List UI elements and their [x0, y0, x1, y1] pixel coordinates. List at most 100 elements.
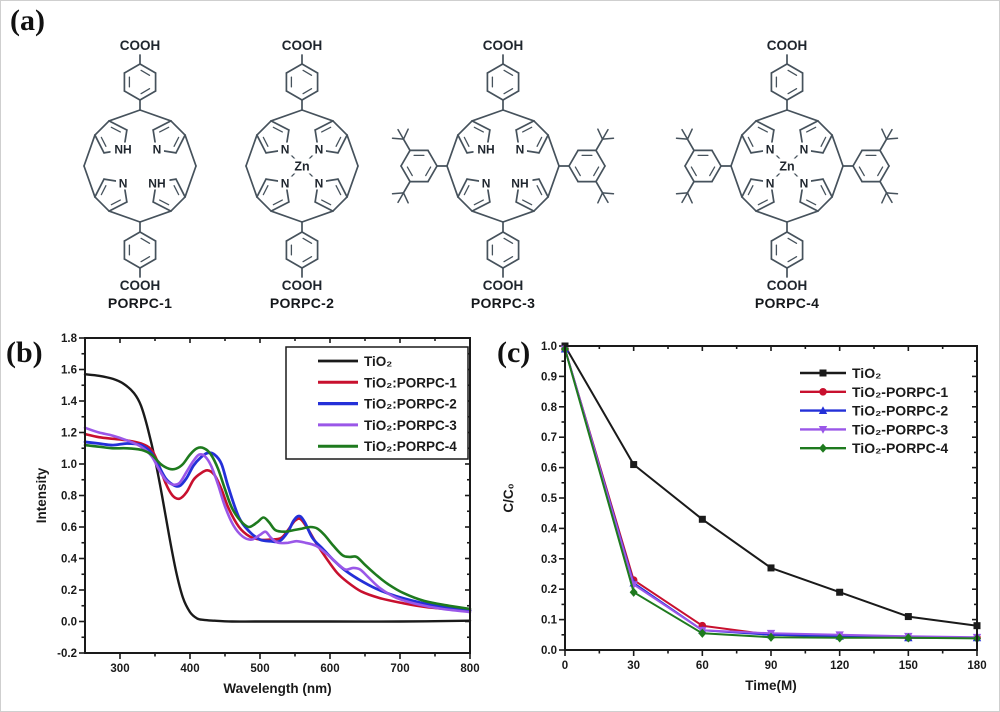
x-tick-label: 300 — [110, 663, 129, 675]
legend-label: TiO₂ — [364, 354, 392, 369]
structure-drawing: NH N NH N COOH COOH — [83, 38, 197, 293]
x-tick-label: 0 — [562, 660, 568, 672]
core-nitrogen-label: NH — [511, 176, 528, 190]
y-tick-label: 0.1 — [541, 615, 558, 627]
y-tick-label: 0.6 — [61, 522, 77, 534]
structure-porpc-2: N N N N Zn COOH COOH — [245, 38, 359, 293]
core-nitrogen-label: N — [766, 176, 775, 190]
y-tick-label: 0.7 — [541, 432, 557, 444]
top-cooh-label: COOH — [483, 38, 524, 53]
plot-frame — [84, 337, 471, 654]
core-nitrogen-label: N — [315, 143, 324, 157]
y-tick-label: 0.4 — [61, 554, 78, 566]
core-nitrogen-label: N — [119, 176, 128, 190]
legend-label: TiO₂ — [852, 365, 881, 381]
core-nitrogen-label: N — [482, 176, 491, 190]
uv-vis-spectra-chart: 300 400 500 600 700 800 -0.2 0.0 0.2 0.4 0.6 0.8 1.0… — [34, 333, 480, 696]
x-tick-label: 60 — [696, 660, 709, 672]
core-nitrogen-label: N — [766, 143, 775, 157]
core-nitrogen-label: N — [281, 176, 290, 190]
core-nitrogen-label: NH — [114, 143, 131, 157]
structure-porpc-1: NH N NH N COOH COOH — [83, 38, 197, 293]
top-cooh-label: COOH — [282, 38, 323, 53]
legend-entry: TiO₂-PORPC-3 — [800, 421, 948, 437]
legend-label: TiO₂-PORPC-2 — [852, 403, 948, 419]
legend-label: TiO₂:PORPC-3 — [364, 418, 457, 433]
y-tick-label: 1.0 — [61, 459, 77, 471]
core-nitrogen-label: N — [516, 143, 525, 157]
structure-drawing: N N N N Zn COOH COOH — [245, 38, 359, 293]
legend-entry: TiO₂:PORPC-4 — [318, 439, 457, 454]
structure-name-porpc-1: PORPC-1 — [107, 295, 173, 311]
bottom-cooh-label: COOH — [282, 278, 323, 293]
y-tick-label: 0.9 — [541, 371, 557, 383]
y-axis-title: Intensity — [34, 467, 49, 523]
axes: 0 30 60 90 120 150 180 0.0 0.1 0.2 0.3 0.4 0.5 0.6 0.7… — [501, 341, 987, 693]
x-tick-label: 90 — [765, 660, 778, 672]
degradation-kinetics-chart: 0 30 60 90 120 150 180 0.0 0.1 0.2 0.3 0.4 0.5 0.6 0.7… — [501, 341, 987, 693]
y-tick-label: 0.2 — [541, 584, 557, 596]
legend-entry: TiO₂:PORPC-3 — [318, 418, 457, 433]
legend-label: TiO₂:PORPC-4 — [364, 439, 457, 454]
legend-entry: TiO₂-PORPC-1 — [800, 384, 948, 400]
core-nitrogen-label: N — [800, 143, 809, 157]
plot-frame — [564, 345, 978, 651]
structure-name-porpc-3: PORPC-3 — [470, 295, 536, 311]
y-tick-label: 0.4 — [541, 523, 558, 535]
structure-porpc-4: N N N N Zn COOH COOH — [675, 38, 899, 293]
core-nitrogen-label: N — [315, 176, 324, 190]
structure-name-porpc-2: PORPC-2 — [269, 295, 335, 311]
x-axis-title: Wavelength (nm) — [223, 681, 331, 696]
legend-label: TiO₂:PORPC-2 — [364, 397, 457, 412]
series-TiO₂:PORPC-2 — [83, 440, 472, 612]
y-tick-label: 0.2 — [61, 585, 77, 597]
axes: 300 400 500 600 700 800 -0.2 0.0 0.2 0.4 0.6 0.8 1.0… — [34, 333, 480, 696]
legend-entry: TiO₂:PORPC-1 — [318, 375, 457, 390]
structure-drawing: NH N NH N COOH COOH — [391, 38, 615, 293]
y-tick-label: 1.4 — [61, 396, 78, 408]
x-tick-label: 600 — [320, 663, 339, 675]
series-TiO₂:PORPC-3 — [83, 426, 472, 614]
bottom-cooh-label: COOH — [767, 278, 808, 293]
metal-center-label: Zn — [779, 160, 794, 174]
bottom-cooh-label: COOH — [120, 278, 161, 293]
legend-entry: TiO₂-PORPC-4 — [800, 440, 948, 456]
series-TiO₂:PORPC-1 — [83, 432, 472, 612]
y-tick-label: 0.0 — [61, 617, 77, 629]
x-tick-label: 120 — [830, 660, 849, 672]
core-nitrogen-label: N — [281, 143, 290, 157]
legend-entry: TiO₂ — [800, 365, 881, 381]
structure-drawing: N N N N Zn COOH COOH — [675, 38, 899, 293]
core-nitrogen-label: N — [800, 176, 809, 190]
y-tick-label: 0.6 — [541, 463, 557, 475]
y-tick-label: 1.2 — [61, 428, 77, 440]
core-nitrogen-label: NH — [148, 176, 165, 190]
legend-label: TiO₂:PORPC-1 — [364, 375, 457, 390]
x-tick-label: 150 — [899, 660, 918, 672]
x-tick-label: 180 — [967, 660, 986, 672]
y-tick-label: -0.2 — [57, 648, 77, 660]
y-tick-label: 0.5 — [541, 493, 558, 505]
legend: TiO₂ TiO₂-PORPC-1 TiO₂-PORPC-2 TiO₂-PORPC-3… — [800, 365, 948, 456]
top-cooh-label: COOH — [120, 38, 161, 53]
legend-label: TiO₂-PORPC-3 — [852, 421, 948, 437]
y-tick-label: 1.6 — [61, 365, 77, 377]
x-tick-label: 800 — [460, 663, 479, 675]
y-tick-label: 1.8 — [61, 333, 78, 345]
x-tick-label: 30 — [627, 660, 640, 672]
y-tick-label: 0.8 — [541, 402, 558, 414]
y-tick-label: 0.3 — [541, 554, 557, 566]
legend-entry: TiO₂:PORPC-2 — [318, 397, 457, 412]
core-nitrogen-label: NH — [477, 143, 494, 157]
top-cooh-label: COOH — [767, 38, 808, 53]
y-axis-title: C/C₀ — [501, 483, 516, 512]
core-nitrogen-label: N — [153, 143, 162, 157]
panel-c-label: (c) — [497, 336, 531, 369]
structure-porpc-3: NH N NH N COOH COOH — [391, 38, 615, 293]
series-TiO₂ — [83, 373, 472, 623]
x-axis-title: Time(M) — [745, 678, 797, 693]
legend-label: TiO₂-PORPC-1 — [852, 384, 948, 400]
x-tick-label: 700 — [390, 663, 409, 675]
y-tick-label: 1.0 — [541, 341, 557, 353]
